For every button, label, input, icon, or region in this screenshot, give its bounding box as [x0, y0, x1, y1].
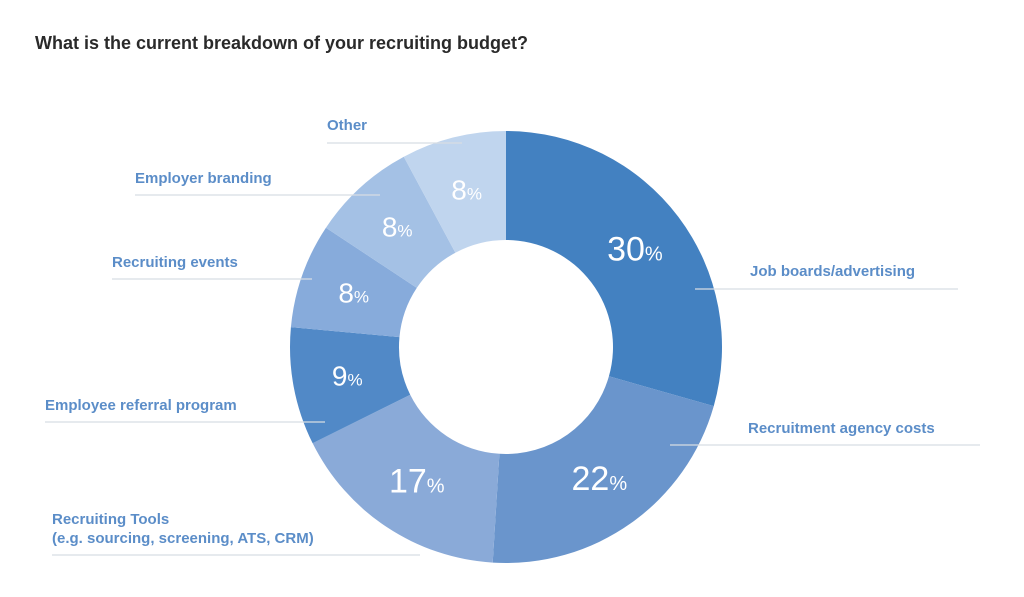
- slice-category-label: Job boards/advertising: [750, 263, 915, 280]
- slice-category-label-line2: (e.g. sourcing, screening, ATS, CRM): [52, 530, 314, 547]
- slice-value-label: 9%: [332, 361, 363, 392]
- slice-3: [290, 327, 411, 444]
- slice-value-label: 30%: [607, 231, 663, 269]
- slice-value-label: 8%: [382, 212, 413, 243]
- chart-title: What is the current breakdown of your re…: [35, 33, 529, 53]
- slice-value-label: 22%: [571, 460, 627, 498]
- slice-0: [506, 131, 723, 407]
- slice-category-label: Recruiting Tools: [52, 511, 169, 528]
- slice-category-label: Employee referral program: [45, 397, 237, 414]
- slice-category-label: Recruiting events: [112, 254, 238, 271]
- slice-category-label: Other: [327, 117, 367, 134]
- slice-6: [403, 131, 506, 253]
- slice-4: [290, 227, 417, 338]
- slice-1: [492, 376, 714, 563]
- slice-category-label: Recruitment agency costs: [748, 420, 935, 437]
- slice-value-label: 8%: [338, 277, 369, 308]
- slice-value-label: 17%: [389, 463, 445, 501]
- slice-category-label: Employer branding: [135, 170, 272, 187]
- slice-2: [312, 394, 500, 563]
- slice-5: [325, 156, 456, 288]
- slice-value-label: 8%: [451, 174, 482, 205]
